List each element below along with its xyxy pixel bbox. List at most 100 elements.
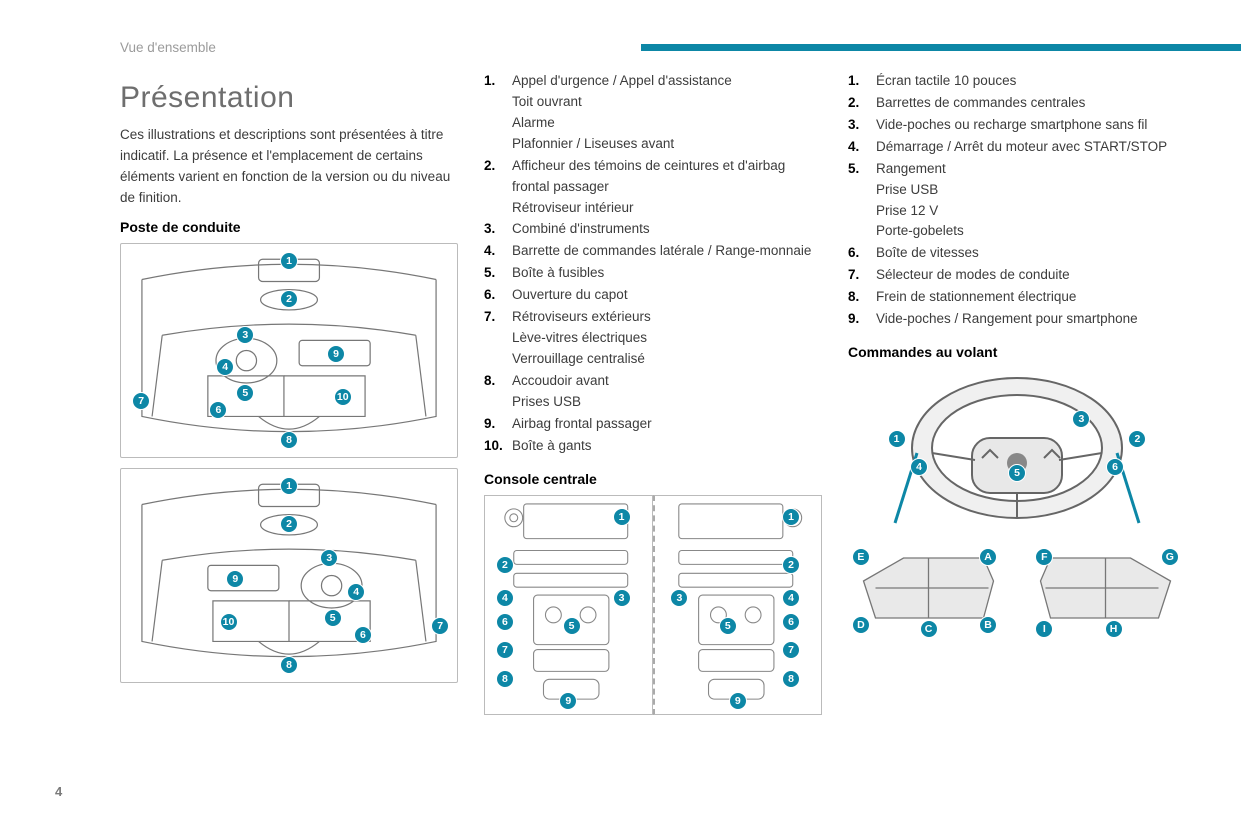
callout-marker: G: [1161, 548, 1179, 566]
list-item-index: 1.: [484, 71, 495, 92]
callout-marker: 6: [496, 613, 514, 631]
callout-marker: 1: [613, 508, 631, 526]
list-item: 2.Barrettes de commandes centrales: [848, 93, 1186, 114]
page-number: 4: [55, 784, 62, 799]
callout-marker: 9: [559, 692, 577, 710]
list-item-line: Toit ouvrant: [512, 92, 822, 113]
list-item: 7.Sélecteur de modes de conduite: [848, 265, 1186, 286]
list-item-index: 4.: [848, 137, 859, 158]
list-item-line: Boîte de vitesses: [876, 243, 1186, 264]
callout-marker: 2: [782, 556, 800, 574]
list-item-index: 6.: [484, 285, 495, 306]
console-left: 123456789: [484, 495, 653, 715]
list-item-line: Appel d'urgence / Appel d'assistance: [512, 71, 822, 92]
callout-marker: 3: [670, 589, 688, 607]
callout-marker: 2: [280, 290, 298, 308]
list-item: 8.Accoudoir avantPrises USB: [484, 371, 822, 413]
list-item-index: 10.: [484, 436, 503, 457]
callout-marker: C: [920, 620, 938, 638]
list-item-line: Ouverture du capot: [512, 285, 822, 306]
intro-text: Ces illustrations et descriptions sont p…: [120, 125, 458, 209]
list-item-index: 5.: [484, 263, 495, 284]
callout-marker: H: [1105, 620, 1123, 638]
list-item-index: 8.: [848, 287, 859, 308]
callout-marker: 3: [613, 589, 631, 607]
callout-marker: 4: [496, 589, 514, 607]
dashboard-rhd-svg: [121, 469, 457, 682]
callout-marker: 7: [496, 641, 514, 659]
list-item-line: Porte-gobelets: [876, 221, 1186, 242]
heading-wheel: Commandes au volant: [848, 344, 1186, 360]
callout-marker: 8: [280, 431, 298, 449]
page-title: Présentation: [120, 81, 458, 115]
list-item-line: Vide-poches ou recharge smartphone sans …: [876, 115, 1186, 136]
pod-left: ABCDE: [848, 546, 1009, 636]
list-item-index: 6.: [848, 243, 859, 264]
list-item-line: Boîte à gants: [512, 436, 822, 457]
column-2: 1. Appel d'urgence / Appel d'assistanceTo…: [484, 63, 822, 715]
list-item-line: Écran tactile 10 pouces: [876, 71, 1186, 92]
list-item: 8. Frein de stationnement électrique: [848, 287, 1186, 308]
callout-marker: 4: [782, 589, 800, 607]
pod-right: FGHI: [1025, 546, 1186, 636]
list-item-line: Frein de stationnement électrique: [876, 287, 1186, 308]
callout-marker: 4: [347, 583, 365, 601]
wheel-svg: [877, 368, 1157, 538]
callout-marker: 5: [324, 609, 342, 627]
list-item: 4. Barrette de commandes latérale / Range…: [484, 241, 822, 262]
list-item: 4.Démarrage / Arrêt du moteur avec START…: [848, 137, 1186, 158]
list-item-index: 3.: [484, 219, 495, 240]
callout-marker: 6: [354, 626, 372, 644]
callout-marker: 4: [910, 458, 928, 476]
callout-marker: 5: [719, 617, 737, 635]
callout-marker: 1: [280, 477, 298, 495]
callout-marker: 3: [320, 549, 338, 567]
list-item: 7.Rétroviseurs extérieursLève-vitres éle…: [484, 307, 822, 370]
list-item-line: Barrette de commandes latérale / Range-m…: [512, 241, 822, 262]
list-item-line: Sélecteur de modes de conduite: [876, 265, 1186, 286]
callout-marker: 5: [236, 384, 254, 402]
diagram-dashboard-lhd: 12345678910: [120, 243, 458, 458]
list-item-index: 8.: [484, 371, 495, 392]
list-item-line: Airbag frontal passager: [512, 414, 822, 435]
callout-marker: 4: [216, 358, 234, 376]
callout-marker: 2: [280, 515, 298, 533]
list-item-index: 9.: [848, 309, 859, 330]
list-item-line: Afficheur des témoins de ceintures et d'…: [512, 156, 822, 198]
callout-marker: 2: [496, 556, 514, 574]
callout-marker: 1: [888, 430, 906, 448]
diagram-steering-wheel: 123456: [877, 368, 1157, 538]
list-item-line: Accoudoir avant: [512, 371, 822, 392]
list-item: 1. Écran tactile 10 pouces: [848, 71, 1186, 92]
callout-marker: 5: [563, 617, 581, 635]
list-item-index: 3.: [848, 115, 859, 136]
list-item-line: Rétroviseur intérieur: [512, 198, 822, 219]
callout-marker: 7: [132, 392, 150, 410]
list-item-line: Combiné d'instruments: [512, 219, 822, 240]
list-item-index: 7.: [484, 307, 495, 328]
list-item-index: 1.: [848, 71, 859, 92]
list-item: 1. Appel d'urgence / Appel d'assistanceTo…: [484, 71, 822, 155]
list-item: 2. Afficheur des témoins de ceintures et …: [484, 156, 822, 219]
accent-bar: [641, 44, 1241, 51]
heading-driving-position: Poste de conduite: [120, 219, 458, 235]
callout-marker: B: [979, 616, 997, 634]
list-item-index: 5.: [848, 159, 859, 180]
callout-marker: 1: [280, 252, 298, 270]
list-item-line: Lève-vitres électriques: [512, 328, 822, 349]
list-item: 9.Vide-poches / Rangement pour smartphon…: [848, 309, 1186, 330]
list-item-line: Alarme: [512, 113, 822, 134]
callout-marker: 3: [236, 326, 254, 344]
column-1: Présentation Ces illustrations et descri…: [120, 63, 458, 715]
heading-console: Console centrale: [484, 471, 822, 487]
columns: Présentation Ces illustrations et descri…: [120, 63, 1186, 715]
list-item-index: 2.: [484, 156, 495, 177]
list-item: 10. Boîte à gants: [484, 436, 822, 457]
callout-marker: 7: [431, 617, 449, 635]
list-item-index: 2.: [848, 93, 859, 114]
wheel-pods: ABCDE FGHI: [848, 546, 1186, 636]
list-item-line: Plafonnier / Liseuses avant: [512, 134, 822, 155]
callout-marker: 8: [782, 670, 800, 688]
list-item-index: 4.: [484, 241, 495, 262]
callout-marker: A: [979, 548, 997, 566]
